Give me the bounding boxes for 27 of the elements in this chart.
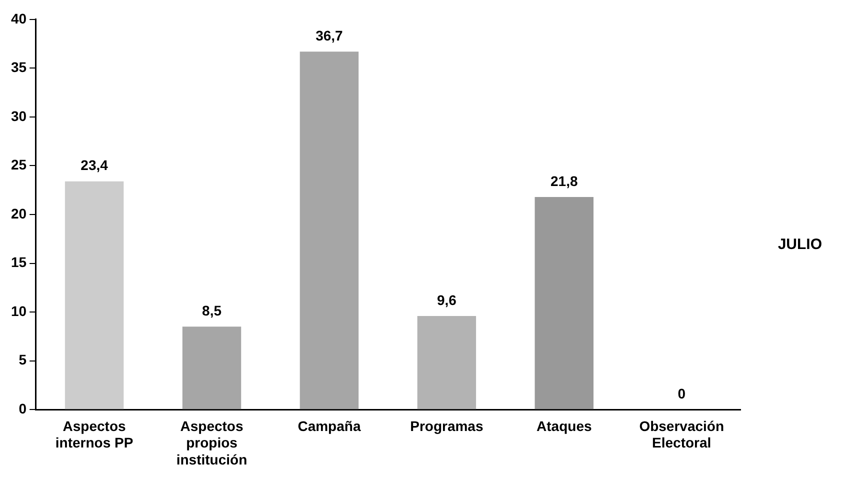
data-label: 36,7: [316, 27, 344, 44]
text: JULIO: [778, 236, 822, 254]
x-tick-label: Observación Electoral: [639, 418, 724, 451]
x-tick-label: Aspectos propios institución: [176, 418, 248, 468]
bar: [534, 196, 594, 410]
data-label: 9,6: [436, 292, 457, 308]
x-tick-label: Ataques: [536, 418, 592, 434]
y-tick-label: 10: [10, 302, 27, 319]
data-label: 21,8: [550, 172, 578, 189]
y-tick-label: 15: [10, 254, 27, 270]
y-tick-label: 20: [10, 205, 27, 222]
data-label: 0: [678, 385, 686, 402]
x-tick-label: Campaña: [298, 418, 361, 434]
y-tick-label: 30: [10, 108, 27, 124]
data-label: 23,4: [80, 157, 108, 174]
y-tick-label: 5: [18, 352, 27, 368]
y-tick-label: 35: [10, 59, 27, 76]
bar: [182, 326, 242, 410]
bar: [64, 181, 124, 410]
bar: [417, 316, 476, 410]
bar: [300, 52, 359, 410]
y-tick-label: 40: [10, 10, 27, 26]
y-tick-label: 0: [18, 400, 27, 416]
y-tick-label: 25: [10, 156, 27, 173]
x-tick-label: Programas: [410, 418, 484, 434]
x-tick-label: Aspectos internos PP: [55, 418, 134, 451]
data-label: 8,5: [202, 302, 222, 319]
